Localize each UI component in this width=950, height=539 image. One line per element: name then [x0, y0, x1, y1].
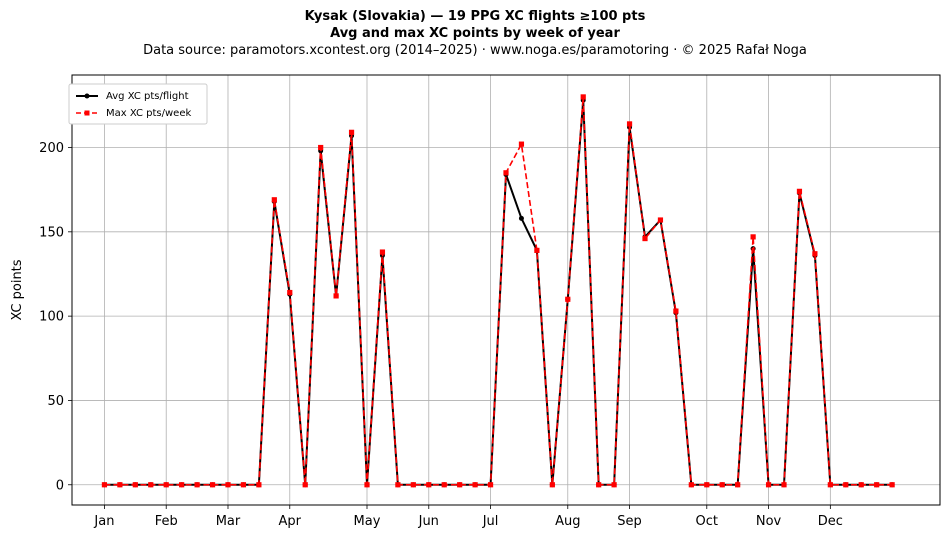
- max-data-point: [148, 482, 154, 488]
- y-axis: 0 50 100 150 200: [39, 141, 72, 493]
- max-data-point: [287, 289, 293, 296]
- y-tick-label: 0: [56, 478, 64, 493]
- chart-title: Kysak (Slovakia) — 19 PPG XC flights ≥10…: [304, 9, 646, 24]
- max-data-point: [626, 121, 633, 127]
- avg-series-line: [104, 99, 893, 486]
- max-data-point: [765, 482, 772, 488]
- max-data-point: [889, 482, 895, 488]
- y-axis-label: XC points: [10, 259, 25, 320]
- max-data-point: [132, 482, 138, 488]
- max-data-point: [348, 129, 355, 135]
- max-data-point: [827, 482, 833, 488]
- max-data-point: [611, 482, 617, 488]
- x-tick-label: Mar: [216, 514, 241, 529]
- max-data-point: [194, 482, 200, 488]
- max-data-point: [596, 482, 602, 488]
- x-tick-label: Sep: [617, 514, 642, 529]
- y-tick-label: 150: [39, 225, 64, 240]
- series-layer: [101, 94, 895, 488]
- x-axis: Jan Feb Mar Apr May Jun Jul Aug Sep Oct Nov Dec: [93, 505, 843, 529]
- max-data-point: [704, 482, 710, 488]
- x-tick-label: Nov: [756, 514, 782, 529]
- x-tick-label: Jul: [482, 514, 499, 529]
- max-data-point: [503, 170, 509, 176]
- x-tick-label: Jun: [418, 514, 439, 529]
- max-data-point: [534, 247, 540, 253]
- max-data-point: [426, 482, 432, 488]
- max-data-point: [302, 482, 308, 488]
- max-data-point: [256, 482, 262, 488]
- x-tick-label: Feb: [155, 514, 178, 529]
- max-data-point: [843, 482, 849, 488]
- chart-subtitle: Data source: paramotors.xcontest.org (20…: [143, 43, 807, 58]
- avg-data-point: [518, 215, 524, 221]
- x-tick-label: Oct: [696, 514, 718, 529]
- max-data-point: [441, 482, 447, 488]
- max-data-point: [657, 217, 664, 223]
- max-data-point: [812, 251, 818, 257]
- max-data-point: [487, 482, 494, 488]
- max-data-point: [163, 482, 169, 488]
- legend-box: [68, 83, 208, 125]
- max-data-point: [179, 482, 185, 488]
- y-tick-label: 50: [47, 394, 64, 409]
- max-data-point: [719, 482, 725, 488]
- max-data-point: [271, 197, 277, 203]
- y-tick-label: 200: [39, 141, 64, 156]
- max-data-point: [410, 482, 416, 488]
- max-series-line: [104, 96, 893, 486]
- x-tick-label: Aug: [555, 514, 580, 529]
- max-data-point: [874, 482, 880, 488]
- max-data-point: [472, 482, 478, 488]
- max-data-point: [642, 235, 648, 242]
- max-data-point: [364, 482, 370, 488]
- max-data-point: [209, 482, 216, 488]
- legend: Avg XC pts/flight Max XC pts/week: [68, 83, 208, 125]
- chart-title-line2: Avg and max XC points by week of year: [330, 26, 620, 41]
- legend-avg-label: Avg XC pts/flight: [106, 91, 189, 102]
- max-data-point: [333, 293, 339, 299]
- max-data-point: [688, 482, 694, 488]
- x-tick-label: May: [354, 514, 381, 529]
- plot-frame: [71, 74, 941, 506]
- max-data-point: [395, 482, 401, 488]
- max-data-point: [796, 188, 803, 194]
- legend-avg-marker: [84, 93, 90, 99]
- max-data-point: [781, 482, 787, 488]
- max-data-point: [318, 144, 324, 151]
- max-data-point: [101, 482, 108, 488]
- max-data-point: [673, 308, 679, 314]
- max-data-point: [580, 94, 586, 100]
- max-data-point: [240, 482, 247, 488]
- max-data-point: [117, 482, 123, 488]
- max-data-point: [225, 482, 231, 488]
- grid-lines: [72, 75, 940, 505]
- chart-titles: Kysak (Slovakia) — 19 PPG XC flights ≥10…: [0, 8, 950, 59]
- max-data-point: [750, 234, 756, 240]
- y-tick-label: 100: [39, 310, 64, 325]
- max-data-point: [457, 482, 463, 488]
- x-tick-label: Apr: [279, 514, 302, 529]
- legend-max-label: Max XC pts/week: [106, 108, 191, 119]
- max-data-point: [379, 249, 386, 255]
- max-data-point: [858, 482, 864, 488]
- legend-max-marker: [84, 110, 90, 116]
- max-data-point: [518, 141, 525, 147]
- max-data-point: [565, 296, 571, 302]
- max-data-point: [735, 482, 741, 488]
- max-data-point: [549, 482, 555, 488]
- x-tick-label: Dec: [818, 514, 843, 529]
- x-tick-label: Jan: [93, 514, 114, 529]
